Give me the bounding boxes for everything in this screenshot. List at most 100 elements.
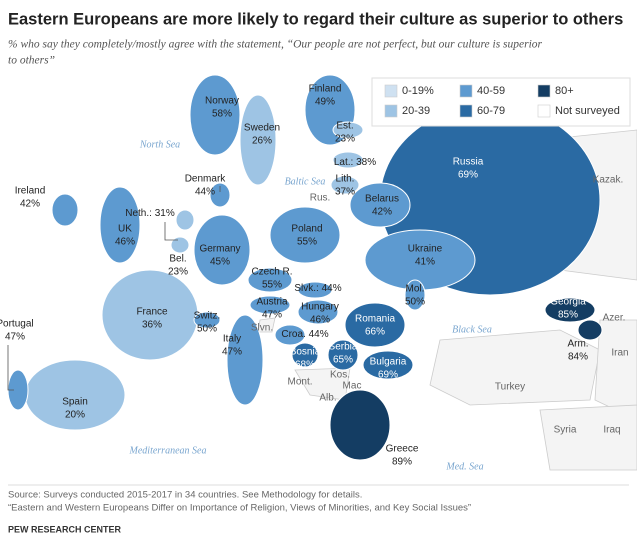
legend-label: 0-19% (402, 85, 434, 97)
country-name: Lat.: (334, 157, 353, 168)
country-shape (577, 319, 603, 341)
country-name: Neth.: (125, 208, 152, 219)
country-shape (193, 214, 251, 286)
country-value: 23% (168, 267, 188, 278)
country-name: Austria (256, 297, 288, 308)
country-value: 20% (65, 410, 85, 421)
legend-box (371, 77, 631, 127)
country-name: Serbia (329, 342, 358, 353)
sea-label: Mediterranean Sea (129, 445, 207, 456)
place-label: Mac (343, 381, 362, 392)
country-shape (327, 339, 359, 371)
legend-label: 60-79 (477, 105, 505, 117)
country-name: Denmark (185, 174, 227, 185)
country-value: 38% (356, 157, 376, 168)
country-value: 45% (210, 257, 230, 268)
place-label: Slvn. (251, 323, 273, 334)
legend-label: 80+ (555, 85, 574, 97)
country-shape (332, 121, 364, 139)
country-name: Bulgaria (370, 357, 407, 368)
country-value: 46% (115, 237, 135, 248)
source: “Eastern and Western Europeans Differ on… (8, 503, 471, 514)
country-label: Lat.: 38% (334, 157, 376, 168)
country-name: Arm. (567, 339, 588, 350)
footer: PEW RESEARCH CENTER (8, 524, 122, 534)
country-value: 47% (5, 332, 25, 343)
legend-swatch (384, 84, 398, 98)
country-shape (297, 299, 339, 325)
sea-label: North Sea (139, 139, 180, 150)
country-value: 47% (262, 310, 282, 321)
country-shape (362, 350, 414, 380)
country-name: Greece (386, 444, 419, 455)
country-name: Slvk.: (294, 283, 318, 294)
country-name: Spain (62, 397, 88, 408)
country-value: 31% (155, 208, 175, 219)
country-value: 23% (335, 134, 355, 145)
legend-label: 40-59 (477, 85, 505, 97)
country-value: 47% (222, 347, 242, 358)
country-shape (297, 281, 333, 299)
country-name: Ukraine (408, 244, 443, 255)
country-value: 89% (392, 457, 412, 468)
country-value: 46% (310, 315, 330, 326)
legend-label: 20-39 (402, 105, 430, 117)
country-name: Croa. (281, 329, 305, 340)
country-shape (249, 295, 291, 315)
country-name: Czech R. (251, 267, 292, 278)
country-shape (51, 193, 79, 227)
country-value: 44% (322, 283, 342, 294)
country-value: 85% (558, 310, 578, 321)
country-name: Lith. (336, 174, 355, 185)
country-name: Finland (309, 84, 342, 95)
country-value: 65% (333, 355, 353, 366)
country-name: Romania (355, 314, 395, 325)
country-name: UK (118, 224, 132, 235)
country-name: Georgia (550, 297, 586, 308)
country-name: Norway (205, 96, 239, 107)
country-name: Portugal (0, 319, 34, 330)
country-shape (332, 151, 364, 169)
country-shape (544, 297, 596, 323)
country-label: Neth.: 31% (125, 208, 175, 219)
country-name: Hungary (301, 302, 339, 313)
country-value: 44% (195, 187, 215, 198)
place-label: Alb. (319, 393, 336, 404)
country-shape (170, 236, 190, 254)
labels: Finland 49% Norway 58% Sweden 26% Est. 23% Lat.:… (0, 84, 629, 473)
country-shape (274, 324, 306, 346)
country-value: 26% (252, 136, 272, 147)
country-value: 50% (197, 324, 217, 335)
country-value: 37% (335, 187, 355, 198)
place-label: Iran (611, 348, 628, 359)
country-name: Switz. (194, 311, 221, 322)
country-value: 69% (378, 370, 398, 381)
place-label: Iraq (603, 425, 620, 436)
country-name: Italy (223, 334, 241, 345)
country-value: 41% (415, 257, 435, 268)
country-value: 84% (568, 352, 588, 363)
country-value: 44% (309, 329, 329, 340)
country-name: Est. (336, 121, 353, 132)
country-shape (344, 302, 406, 348)
country-value: 55% (262, 280, 282, 291)
subtitle: % who say they completely/mostly agree w… (8, 39, 543, 51)
leader-line (164, 222, 178, 241)
country-value: 68% (295, 360, 315, 371)
subtitle: to others” (8, 55, 55, 67)
sea-label: Baltic Sea (285, 176, 326, 187)
place-label: Kos. (330, 370, 350, 381)
country-name: Ireland (15, 186, 46, 197)
place-label: Mont. (287, 377, 312, 388)
legend-swatch (459, 104, 473, 118)
legend-swatch (459, 84, 473, 98)
country-value: 49% (315, 97, 335, 108)
country-name: Belarus (365, 194, 399, 205)
legend-swatch (384, 104, 398, 118)
country-name: France (136, 307, 168, 318)
country-shape (330, 175, 360, 195)
place-label: Kazak. (593, 175, 624, 186)
place-label: Syria (554, 425, 577, 436)
country-shape (99, 186, 141, 264)
